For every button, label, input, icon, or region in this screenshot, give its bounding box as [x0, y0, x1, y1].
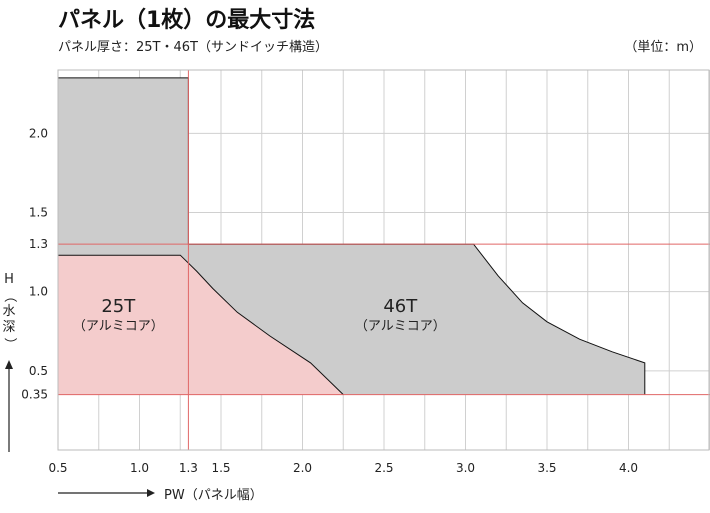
x-tick-label: 3.0 — [456, 461, 475, 475]
series-sublabel-46t: （アルミコア） — [355, 319, 446, 334]
plot-frame — [57, 69, 710, 451]
x-tick-label: 1.5 — [211, 461, 230, 475]
y-tick-label: 1.0 — [29, 285, 48, 299]
x-axis-label: PW（パネル幅） — [164, 488, 263, 503]
x-tick-label: 0.5 — [48, 461, 67, 475]
y-tick-label: 2.0 — [29, 126, 48, 140]
chart-subtitle: パネル厚さ：25T・46T（サンドイッチ構造） — [58, 40, 328, 55]
series-label-25t: 25T — [101, 296, 136, 317]
y-tick-label: 1.5 — [29, 206, 48, 220]
series-area-25t — [58, 255, 344, 395]
series-outline-25t — [58, 254, 344, 395]
y-axis-label-text: H （水深） — [2, 272, 17, 351]
y-axis-arrow-head — [5, 360, 13, 369]
y-tick-label: 0.5 — [29, 364, 48, 378]
x-tick-label: 2.0 — [293, 461, 312, 475]
x-tick-label: 1.3 — [179, 461, 198, 475]
unit-label: （単位：m） — [624, 40, 702, 55]
x-tick-label: 3.5 — [537, 461, 556, 475]
y-axis-label: H （水深） — [2, 272, 17, 352]
x-tick-label: 2.5 — [374, 461, 393, 475]
series-label-46t: 46T — [383, 296, 418, 317]
chart-title: パネル（1枚）の最大寸法 — [58, 8, 316, 33]
x-tick-label: 1.0 — [130, 461, 149, 475]
series-sublabel-25t: （アルミコア） — [73, 319, 164, 334]
y-tick-label: 1.3 — [29, 237, 48, 251]
x-tick-label: 4.0 — [619, 461, 638, 475]
y-tick-label: 0.35 — [21, 388, 48, 402]
x-axis-arrow-head — [147, 489, 155, 497]
